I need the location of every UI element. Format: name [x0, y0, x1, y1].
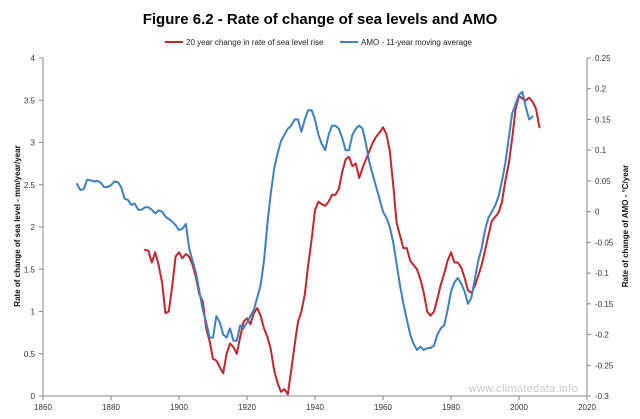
y-axis-title-left: Rate of change of sea level - mm/year/ye…: [13, 145, 22, 306]
y-tick-label-left: 4: [31, 54, 36, 63]
y-tick-label-left: 0: [31, 392, 36, 401]
legend-label-sea-level: 20 year change in rate of sea level rise: [186, 38, 324, 47]
y-tick-label-right: 0.2: [595, 85, 607, 94]
y-tick-label-left: 2.5: [24, 181, 36, 190]
y-axis-title-right: Rate of change of AMO - °C/year: [621, 165, 630, 287]
x-tick-label: 1980: [442, 403, 460, 412]
y-tick-label-left: 1: [31, 308, 36, 317]
x-tick-label: 1860: [34, 403, 52, 412]
y-tick-label-left: 3.5: [24, 96, 36, 105]
x-tick-label: 1940: [306, 403, 324, 412]
y-tick-label-right: -0.3: [595, 392, 609, 401]
y-tick-label-right: 0.15: [595, 115, 611, 124]
chart-title: Figure 6.2 - Rate of change of sea level…: [143, 11, 498, 28]
legend-label-amo: AMO - 11-year moving average: [361, 38, 473, 47]
x-tick-label: 1880: [102, 403, 120, 412]
x-tick-label: 2020: [578, 403, 596, 412]
data-lines: [76, 90, 541, 396]
y-tick-label-left: 1.5: [24, 265, 36, 274]
x-tick-label: 1900: [170, 403, 188, 412]
legend: 20 year change in rate of sea level rise…: [165, 38, 473, 47]
y-tick-label-right: -0.15: [595, 300, 614, 309]
y-tick-label-right: -0.2: [595, 331, 609, 340]
series-line-amo: [76, 90, 534, 351]
y-tick-label-left: 3: [31, 139, 36, 148]
y-tick-label-right: -0.25: [595, 361, 614, 370]
y-tick-label-right: 0.05: [595, 177, 611, 186]
y-tick-label-left: 2: [31, 223, 36, 232]
watermark: www.climatedata.info: [468, 383, 578, 395]
axes: 1860 1880 1900 1920 1940 1960 1980 2000 2020 0 0.5…: [24, 54, 614, 412]
y-tick-label-right: 0.1: [595, 146, 607, 155]
x-tick-label: 2000: [510, 403, 528, 412]
y-tick-label-right: -0.1: [595, 269, 609, 278]
y-tick-label-right: 0: [595, 208, 600, 217]
x-tick-label: 1960: [374, 403, 392, 412]
y-tick-label-right: 0.25: [595, 54, 611, 63]
x-tick-label: 1920: [238, 403, 256, 412]
y-tick-label-left: 0.5: [24, 350, 36, 359]
y-tick-label-right: -0.05: [595, 238, 614, 247]
